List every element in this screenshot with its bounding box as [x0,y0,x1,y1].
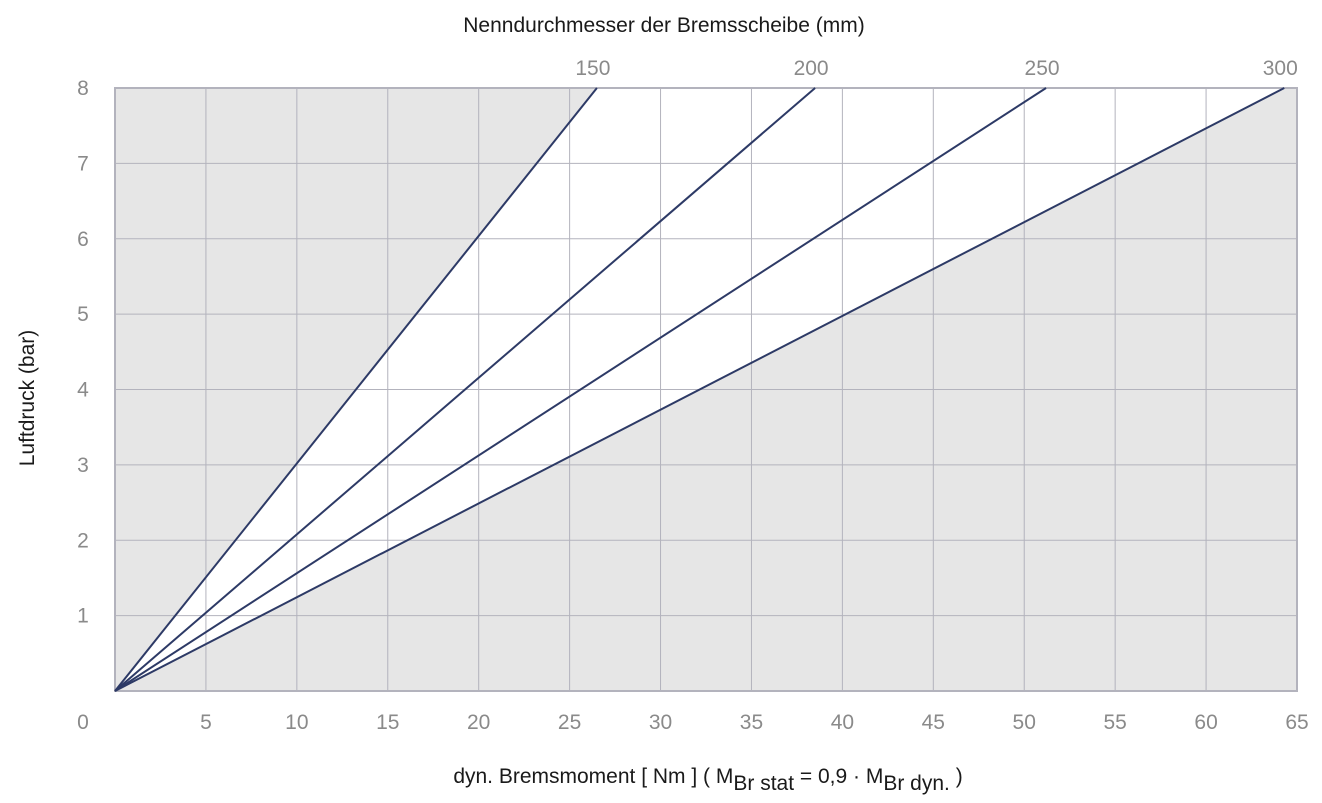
x-axis-title-sub2: Br dyn. [883,772,950,795]
x-axis-title-sub1: Br stat [733,772,794,795]
x-tick-label: 5 [200,711,212,734]
y-tick-label: 6 [77,228,89,251]
x-tick-label: 15 [376,711,399,734]
x-tick-label: 40 [831,711,854,734]
top-axis-title: Nenndurchmesser der Bremsscheibe (mm) [463,14,864,37]
x-tick-label: 55 [1103,711,1126,734]
x-tick-label: 0 [77,711,89,734]
series-line-300 [114,87,1285,692]
x-axis-title: dyn. Bremsmoment [ Nm ] ( MBr stat = 0,9… [453,765,962,795]
y-tick-label: 5 [77,303,89,326]
x-tick-label: 60 [1194,711,1217,734]
x-tick-label: 20 [467,711,490,734]
x-axis-title-main: dyn. Bremsmoment [ Nm ] ( M [453,765,733,788]
x-tick-label: 65 [1285,711,1308,734]
y-tick-label: 4 [77,379,89,402]
series-line-200 [114,87,816,692]
series-label-150: 150 [575,57,610,80]
y-tick-label: 1 [77,605,89,628]
series-line-150 [114,87,598,692]
x-tick-label: 30 [649,711,672,734]
series-label-250: 250 [1025,57,1060,80]
x-tick-label: 35 [740,711,763,734]
y-axis-title: Luftdruck (bar) [16,330,39,467]
x-tick-label: 50 [1013,711,1036,734]
series-label-300: 300 [1263,57,1298,80]
x-axis-title-end: ) [950,765,963,788]
y-tick-label: 8 [77,77,89,100]
y-tick-label: 7 [77,152,89,175]
series-label-200: 200 [794,57,829,80]
plot-frame [114,87,1298,692]
y-tick-label: 2 [77,529,89,552]
x-tick-label: 10 [285,711,308,734]
series-line-250 [114,87,1047,692]
x-axis-title-mid: = 0,9 · M [794,765,883,788]
x-tick-label: 25 [558,711,581,734]
x-tick-label: 45 [922,711,945,734]
y-tick-label: 3 [77,454,89,477]
